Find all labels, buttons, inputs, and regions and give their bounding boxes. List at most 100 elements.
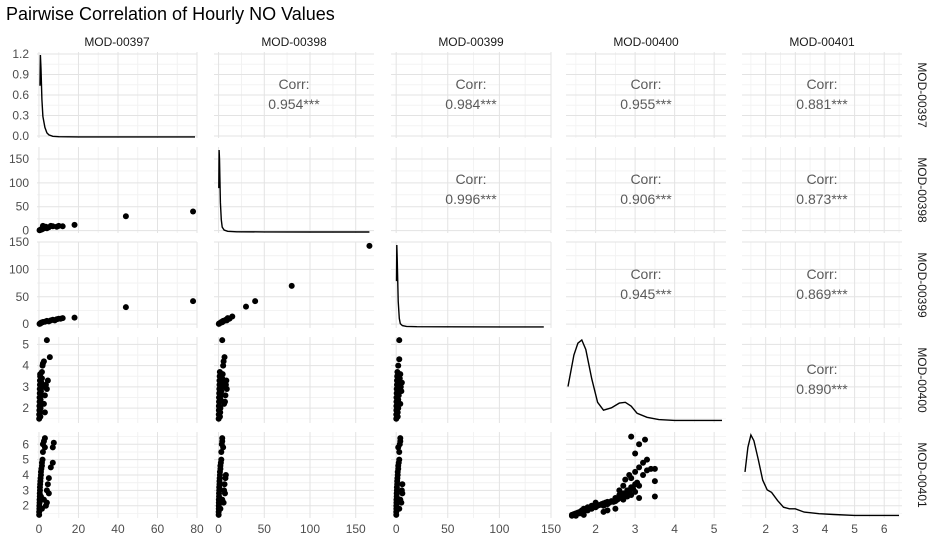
panel [742, 432, 902, 518]
scatter-point [398, 388, 405, 395]
y-tick-label: 0.3 [12, 108, 29, 122]
corr-label: Corr: [455, 171, 486, 187]
scatter-point [39, 456, 46, 463]
scatter-point [42, 502, 49, 509]
scatter-point [366, 242, 373, 249]
corr-label: Corr: [630, 171, 661, 187]
x-tick-label: 20 [72, 522, 86, 536]
scatter-point [59, 223, 66, 230]
density-line [744, 433, 899, 517]
scatter-point [122, 304, 129, 311]
corr-label: Corr: [278, 76, 309, 92]
scatter-point [220, 444, 227, 451]
scatter-point [190, 298, 197, 305]
corr-value: 0.984*** [445, 96, 497, 112]
y-tick-label: 100 [9, 176, 29, 190]
scatter-point [219, 435, 226, 442]
scatter-point [592, 499, 599, 506]
scatter-point [190, 208, 197, 215]
scatter-point [44, 481, 51, 488]
scatter-point [38, 375, 45, 382]
scatter-point [50, 439, 57, 446]
y-tick-label: 0.6 [12, 88, 29, 102]
x-tick-label: 4 [822, 522, 829, 536]
panel-grid: MOD-00397 MOD-00397 MOD-00398 MOD-00398 MOD-… [9, 35, 929, 536]
scatter-point [222, 392, 229, 399]
panel [214, 432, 374, 518]
y-tick-label: 50 [16, 200, 30, 214]
scatter-point [394, 413, 401, 420]
scatter-point [616, 487, 623, 494]
scatter-point [217, 409, 224, 416]
corr-value: 0.881*** [796, 96, 848, 112]
x-tick-label: 2 [592, 522, 599, 536]
scatter-point [243, 303, 249, 310]
panel [742, 52, 902, 138]
corr-label: Corr: [455, 76, 486, 92]
scatter-point [620, 482, 627, 489]
scatter-point [396, 356, 403, 363]
x-tick-label: 0 [36, 522, 43, 536]
panel [742, 337, 902, 423]
scatter-point [396, 456, 403, 463]
x-tick-label: 2 [762, 522, 769, 536]
y-tick-label: 50 [16, 290, 30, 304]
x-tick-label: 80 [190, 522, 204, 536]
scatter-point [41, 435, 48, 442]
column-strip-label: MOD-00399 [438, 35, 504, 49]
corr-value: 0.906*** [620, 191, 672, 207]
row-strip-label: MOD-00398 [915, 157, 929, 223]
row-strip-label: MOD-00399 [915, 252, 929, 318]
scatter-point [37, 413, 44, 420]
scatter-point [395, 444, 402, 451]
panel [391, 52, 552, 138]
scatter-point [44, 377, 51, 384]
scatter-point [252, 298, 259, 305]
scatter-point [49, 459, 56, 466]
scatter-point [636, 441, 643, 448]
scatter-point [218, 448, 225, 455]
scatter-point [628, 475, 635, 482]
scatter-point [41, 392, 48, 399]
corr-label: Corr: [630, 266, 661, 282]
column-strip-label: MOD-00400 [613, 35, 679, 49]
corr-value: 0.955*** [620, 96, 672, 112]
panel [37, 337, 198, 423]
corr-value: 0.890*** [796, 381, 848, 397]
y-tick-label: 2 [22, 499, 29, 513]
corr-value: 0.869*** [796, 286, 848, 302]
panel [37, 52, 198, 138]
x-tick-label: 3 [632, 522, 639, 536]
panel [391, 432, 552, 518]
density-line [218, 149, 370, 233]
x-tick-label: 100 [489, 522, 509, 536]
scatter-point [632, 488, 639, 495]
scatter-point [636, 482, 643, 489]
panel [214, 337, 374, 423]
y-tick-label: 3 [22, 380, 29, 394]
scatter-point [643, 456, 650, 463]
y-tick-label: 0 [22, 317, 29, 331]
corr-value: 0.873*** [796, 191, 848, 207]
scatter-point [222, 472, 229, 478]
scatter-point [41, 409, 48, 416]
x-tick-label: 150 [346, 522, 366, 536]
scatter-point [396, 337, 403, 344]
scatter-point [632, 450, 639, 457]
panel [214, 147, 374, 233]
density-line [395, 244, 544, 328]
y-tick-label: 150 [9, 152, 29, 166]
y-tick-label: 150 [9, 235, 29, 249]
x-tick-label: 50 [258, 522, 272, 536]
panel [37, 241, 198, 328]
x-tick-label: 150 [541, 522, 561, 536]
scatter-point [223, 377, 230, 384]
scatter-point [37, 405, 44, 412]
panel [214, 241, 374, 328]
y-tick-label: 1.2 [12, 47, 29, 61]
y-tick-label: 0.0 [12, 129, 29, 143]
scatter-point [45, 490, 52, 497]
panel [214, 52, 374, 138]
panel [566, 337, 726, 423]
scatter-point [288, 282, 295, 289]
